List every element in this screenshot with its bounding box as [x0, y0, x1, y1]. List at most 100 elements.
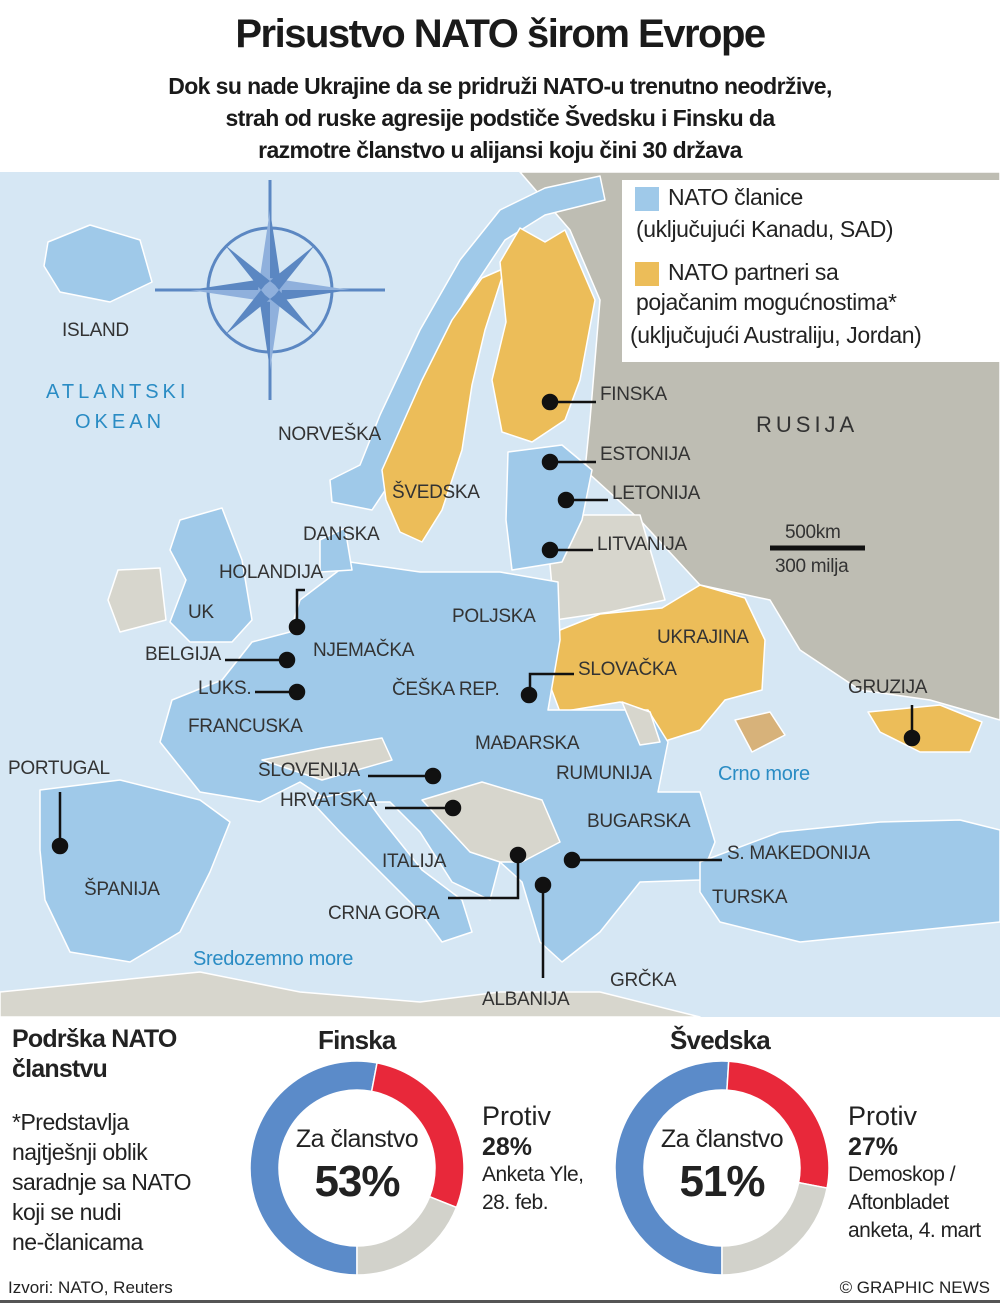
leader-lines — [51, 393, 921, 978]
sources: Izvori: NATO, Reuters — [8, 1278, 173, 1297]
finland-donut-chart — [249, 1060, 465, 1276]
source-line: 28. feb. — [482, 1191, 549, 1214]
alpine-region — [261, 737, 393, 781]
label-danska: DANSKA — [303, 524, 380, 545]
partner-swatch — [635, 262, 659, 286]
footnote: *Predstavlja najtješnji oblik saradnje s… — [12, 1107, 192, 1257]
sweden-against-label: Protiv — [848, 1101, 918, 1131]
iceland-region — [43, 224, 153, 303]
scale-miles: 300 milja — [775, 556, 849, 577]
label-gruzija: GRUZIJA — [848, 677, 928, 698]
uk-region — [169, 507, 253, 643]
sweden-source: Demoskop / Aftonbladet anketa, 4. mart — [848, 1161, 981, 1245]
source-line: anketa, 4. mart — [848, 1219, 981, 1242]
scale-km: 500km — [785, 522, 841, 543]
label-ceska: ČEŠKA REP. — [392, 679, 500, 700]
georgia-region — [867, 704, 983, 753]
label-norveska: NORVEŠKA — [278, 424, 381, 445]
page-title: Prisustvo NATO širom Evrope — [235, 12, 766, 56]
italy-region — [309, 789, 473, 943]
footnote-line: koji se nudi — [12, 1199, 122, 1225]
label-ukrajina: UKRAJINA — [657, 627, 749, 648]
sweden-against-value: 27% — [848, 1133, 899, 1161]
footnote-line: najtješnji oblik — [12, 1139, 148, 1165]
label-slovacka: SLOVAČKA — [578, 659, 677, 680]
moldova-region — [621, 701, 661, 746]
europe-map: ISLAND ATLANTSKI OKEAN NORVEŠKA ŠVEDSKA … — [0, 172, 1000, 1017]
support-heading-line2: članstvu — [12, 1055, 108, 1083]
label-atlantic-2: OKEAN — [75, 411, 166, 433]
label-belgija: BELGIJA — [145, 644, 222, 665]
ukraine-region — [547, 584, 766, 743]
source-line: Demoskop / — [848, 1163, 956, 1186]
ireland-region — [107, 567, 167, 633]
label-spanija: ŠPANIJA — [84, 879, 160, 900]
legend-partner-line2: pojačanim mogućnostima* — [636, 289, 897, 315]
label-makedonija: S. MAKEDONIJA — [727, 843, 870, 864]
label-albanija: ALBANIJA — [482, 989, 570, 1010]
footnote-line: *Predstavlja — [12, 1109, 129, 1135]
sweden-for-value: 51% — [679, 1157, 765, 1206]
iberia-region — [39, 779, 231, 963]
subtitle-line: strah od ruske agresije podstiče Švedsku… — [225, 105, 775, 131]
label-svedska: ŠVEDSKA — [392, 482, 480, 503]
turkey-region — [699, 819, 1000, 943]
label-holandija: HOLANDIJA — [219, 562, 323, 583]
finland-for-value: 53% — [314, 1157, 400, 1206]
label-sredozemno-more: Sredozemno more — [193, 948, 354, 970]
label-uk: UK — [188, 602, 214, 623]
sweden-chart-title: Švedska — [670, 1025, 771, 1055]
crimea-region — [734, 711, 786, 753]
finland-source: Anketa Yle, 28. feb. — [482, 1161, 584, 1217]
donut-segment-other — [356, 1195, 458, 1276]
label-rumunija: RUMUNIJA — [556, 763, 652, 784]
denmark-region — [319, 527, 353, 573]
donut-segment-for — [614, 1060, 730, 1276]
label-hrvatska: HRVATSKA — [280, 790, 377, 811]
label-bugarska: BUGARSKA — [587, 811, 691, 832]
donut-segment-other — [721, 1181, 828, 1276]
label-njemacka: NJEMAČKA — [313, 640, 415, 661]
map-legend: NATO članice (uključujući Kanadu, SAD) N… — [622, 180, 1000, 362]
label-portugal: PORTUGAL — [8, 758, 110, 779]
legend-partner: NATO partneri sa — [668, 259, 839, 285]
label-litvanija: LITVANIJA — [597, 534, 687, 555]
legend-nato: NATO članice — [668, 184, 803, 210]
sweden-donut-chart — [614, 1060, 830, 1276]
finland-against-value: 28% — [482, 1133, 533, 1161]
finland-against-label: Protiv — [482, 1101, 552, 1131]
donut-segment-for — [249, 1060, 378, 1276]
label-letonija: LETONIJA — [612, 483, 701, 504]
map-shapes — [0, 172, 1000, 1017]
baltics-region — [505, 444, 593, 571]
sweden-region — [381, 267, 506, 543]
subtitle: Dok su nade Ukrajine da se pridruži NATO… — [0, 70, 1000, 166]
source-line: Anketa Yle, — [482, 1163, 584, 1186]
label-italija: ITALIJA — [382, 851, 447, 872]
sweden-for-label: Za članstvo — [660, 1125, 784, 1153]
support-heading: Podrška NATO — [12, 1025, 177, 1053]
label-francuska: FRANCUSKA — [188, 716, 303, 737]
label-turska: TURSKA — [712, 887, 788, 908]
label-crna-gora: CRNA GORA — [328, 903, 440, 924]
source-line: Aftonbladet — [848, 1191, 949, 1214]
credit: © GRAPHIC NEWS — [839, 1278, 990, 1297]
footnote-line: saradnje sa NATO — [12, 1169, 192, 1195]
support-section: Podrška NATO članstvu *Predstavlja najtj… — [0, 1017, 1000, 1309]
label-rusija: RUSIJA — [756, 412, 859, 437]
finland-for-label: Za članstvo — [295, 1125, 419, 1153]
label-atlantic-1: ATLANTSKI — [46, 381, 190, 403]
subtitle-line: Dok su nade Ukrajine da se pridruži NATO… — [168, 73, 832, 99]
belarus-region — [549, 514, 666, 621]
legend-nato-note: (uključujući Kanadu, SAD) — [636, 216, 894, 242]
label-luks: LUKS. — [198, 678, 252, 699]
subtitle-line: razmotre članstvo u alijansi koju čini 3… — [258, 137, 742, 163]
label-island: ISLAND — [62, 320, 129, 341]
label-slovenija: SLOVENIJA — [258, 760, 360, 781]
compass-rose-icon — [155, 180, 385, 400]
finland-chart-title: Finska — [318, 1025, 396, 1055]
label-crno-more: Crno more — [718, 763, 810, 785]
label-finska: FINSKA — [600, 384, 667, 405]
label-estonija: ESTONIJA — [600, 444, 691, 465]
africa-region — [0, 971, 701, 1017]
